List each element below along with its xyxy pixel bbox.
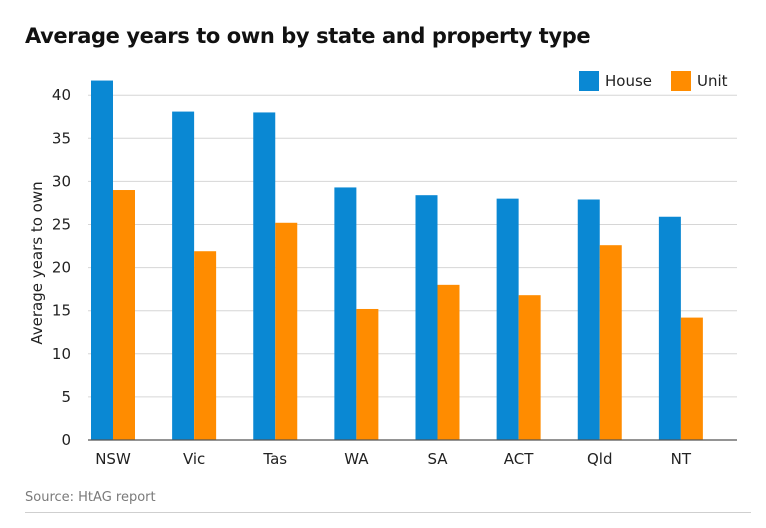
x-tick-label: ACT xyxy=(504,450,534,468)
x-tick-label: WA xyxy=(344,450,369,468)
legend-swatch-house xyxy=(579,71,599,91)
bar-house-tas xyxy=(253,112,276,440)
bar-unit-wa xyxy=(356,308,379,440)
bar-house-vic xyxy=(172,111,195,440)
bar-unit-nsw xyxy=(113,190,135,440)
bar-house-sa xyxy=(415,195,438,440)
x-tick-label: Qld xyxy=(587,450,613,468)
chart-title: Average years to own by state and proper… xyxy=(25,24,591,48)
source-note: Source: HtAG report xyxy=(25,490,156,505)
y-axis-label: Average years to own xyxy=(28,181,46,344)
x-tick-label: SA xyxy=(427,450,448,468)
x-tick-labels: NSW Vic Tas WA SA ACT Qld NT xyxy=(95,450,692,468)
y-tick-label: 30 xyxy=(52,172,71,190)
x-tick-label: Vic xyxy=(183,450,205,468)
y-tick-label: 10 xyxy=(52,345,71,363)
bar-house-nt xyxy=(658,216,681,440)
y-tick-label: 5 xyxy=(61,388,71,406)
legend: House Unit xyxy=(579,71,728,91)
bar-unit-qld xyxy=(599,245,622,440)
x-tick-label: NT xyxy=(671,450,692,468)
bars xyxy=(91,80,703,441)
bar-unit-sa xyxy=(437,284,460,440)
x-tick-label: NSW xyxy=(95,450,131,468)
y-tick-label: 0 xyxy=(61,431,71,449)
bar-house-nsw xyxy=(91,80,113,441)
bar-house-act xyxy=(496,198,519,440)
y-tick-label: 35 xyxy=(52,129,71,147)
bar-unit-tas xyxy=(275,222,298,440)
legend-swatch-unit xyxy=(671,71,691,91)
bar-unit-act xyxy=(518,295,541,440)
x-tick-label: Tas xyxy=(262,450,287,468)
y-tick-label: 40 xyxy=(52,86,71,104)
y-tick-labels: 0 5 10 15 20 25 30 35 40 xyxy=(52,86,71,449)
bar-house-qld xyxy=(577,199,600,440)
bar-unit-vic xyxy=(194,251,217,440)
y-tick-label: 15 xyxy=(52,302,71,320)
y-tick-label: 20 xyxy=(52,259,71,277)
legend-label-unit: Unit xyxy=(697,72,728,90)
bar-unit-nt xyxy=(680,317,703,440)
legend-label-house: House xyxy=(605,72,652,90)
bar-house-wa xyxy=(334,187,357,440)
y-tick-label: 25 xyxy=(52,216,71,234)
footer-divider xyxy=(25,512,751,513)
